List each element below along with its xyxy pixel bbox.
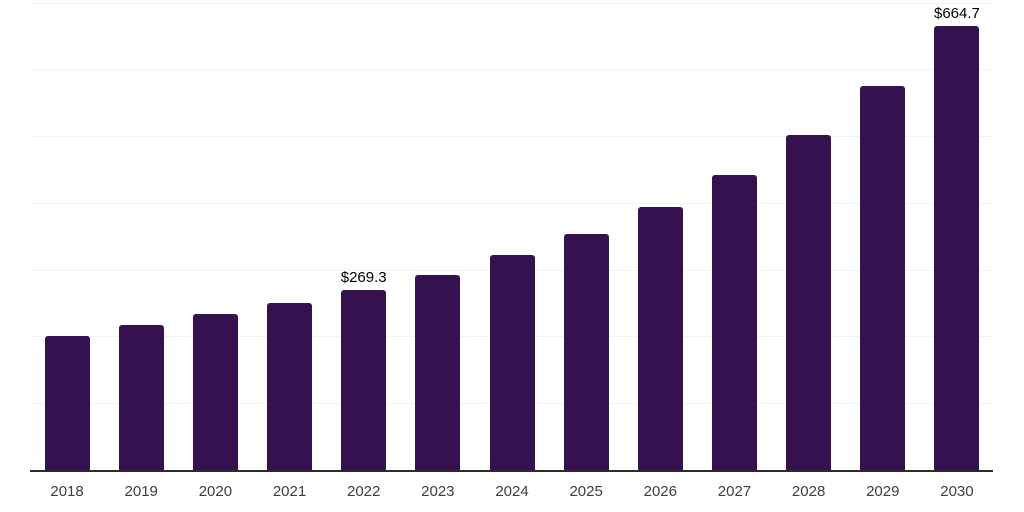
- gridline: [30, 136, 994, 138]
- value-label: $269.3: [340, 269, 387, 287]
- gridline: [30, 2, 994, 4]
- x-tick-label-2027: 2027: [717, 483, 752, 500]
- bar-2029: [860, 85, 906, 470]
- bar-2026: [637, 207, 683, 470]
- bar-2028: [786, 135, 832, 470]
- bar-2030: [934, 26, 980, 470]
- x-tick-label-2030: 2030: [940, 483, 974, 500]
- bar-2024: [489, 255, 535, 470]
- bar-2021: [267, 303, 313, 470]
- bar-2020: [192, 314, 238, 470]
- gridline: [30, 69, 994, 71]
- x-tick-label-2029: 2029: [866, 483, 900, 500]
- bar-2027: [711, 174, 757, 470]
- plot-area: $269.3 $664.7: [30, 0, 994, 470]
- value-label: $664.7: [933, 5, 980, 23]
- bar-2025: [563, 233, 609, 470]
- bar-2019: [118, 324, 164, 470]
- x-axis-line: [30, 470, 993, 472]
- x-tick-label-2028: 2028: [791, 483, 826, 500]
- x-tick-label-2019: 2019: [124, 483, 158, 500]
- x-tick-label-2020: 2020: [198, 483, 233, 500]
- x-tick-label-2025: 2025: [569, 483, 603, 500]
- x-tick-label-2026: 2026: [643, 483, 677, 500]
- bar-2022: [341, 290, 387, 470]
- x-tick-label-2021: 2021: [272, 483, 307, 500]
- x-tick-label-2023: 2023: [421, 483, 455, 500]
- gridline: [30, 202, 994, 204]
- x-tick-label-2024: 2024: [495, 483, 529, 500]
- x-tick-label-2022: 2022: [347, 483, 381, 500]
- bar-2018: [44, 336, 90, 470]
- bar-2023: [415, 274, 461, 470]
- x-tick-label-2018: 2018: [50, 483, 84, 500]
